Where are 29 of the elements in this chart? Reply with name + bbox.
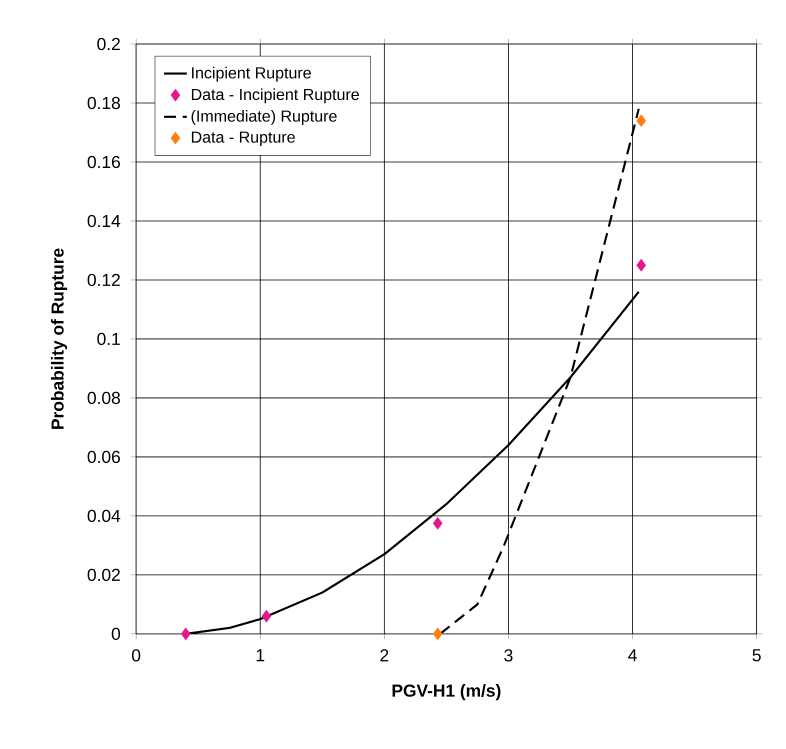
legend-label: (Immediate) Rupture (192, 110, 337, 126)
y-tick-label: 0.08 (88, 392, 120, 404)
x-tick-label: 1 (256, 649, 264, 662)
point (432, 628, 442, 640)
point (432, 517, 442, 530)
x-tick-label: 0 (132, 649, 140, 662)
y-tick-label: 0.16 (88, 156, 120, 168)
y-tick-label: 0.2 (97, 38, 120, 50)
y-tick-label: 0.1 (97, 332, 120, 346)
point (636, 114, 646, 128)
x-axis-title: PGV-H1 (m/s) (392, 684, 500, 700)
point (180, 628, 191, 640)
point (262, 610, 272, 623)
y-tick-label: 0.06 (88, 450, 120, 464)
x-tick-label: 3 (504, 649, 512, 662)
x-tick-label: 4 (628, 649, 637, 662)
y-tick-label: 0.12 (88, 274, 120, 286)
legend-label: Data - Incipient Rupture (192, 88, 359, 104)
y-tick-label: 0.02 (88, 568, 120, 582)
y-tick-label: 0.18 (88, 97, 120, 110)
y-tick-label: 0.04 (88, 510, 120, 522)
y-tick-label: 0 (112, 628, 120, 640)
point (636, 259, 646, 272)
legend-label: Incipient Rupture (192, 66, 311, 82)
x-tick-label: 5 (752, 649, 761, 662)
legend-label: Data - Rupture (192, 132, 295, 146)
y-axis-title: Probability of Rupture (50, 248, 68, 430)
x-tick-label: 2 (380, 649, 388, 662)
y-tick-label: 0.14 (88, 215, 120, 228)
